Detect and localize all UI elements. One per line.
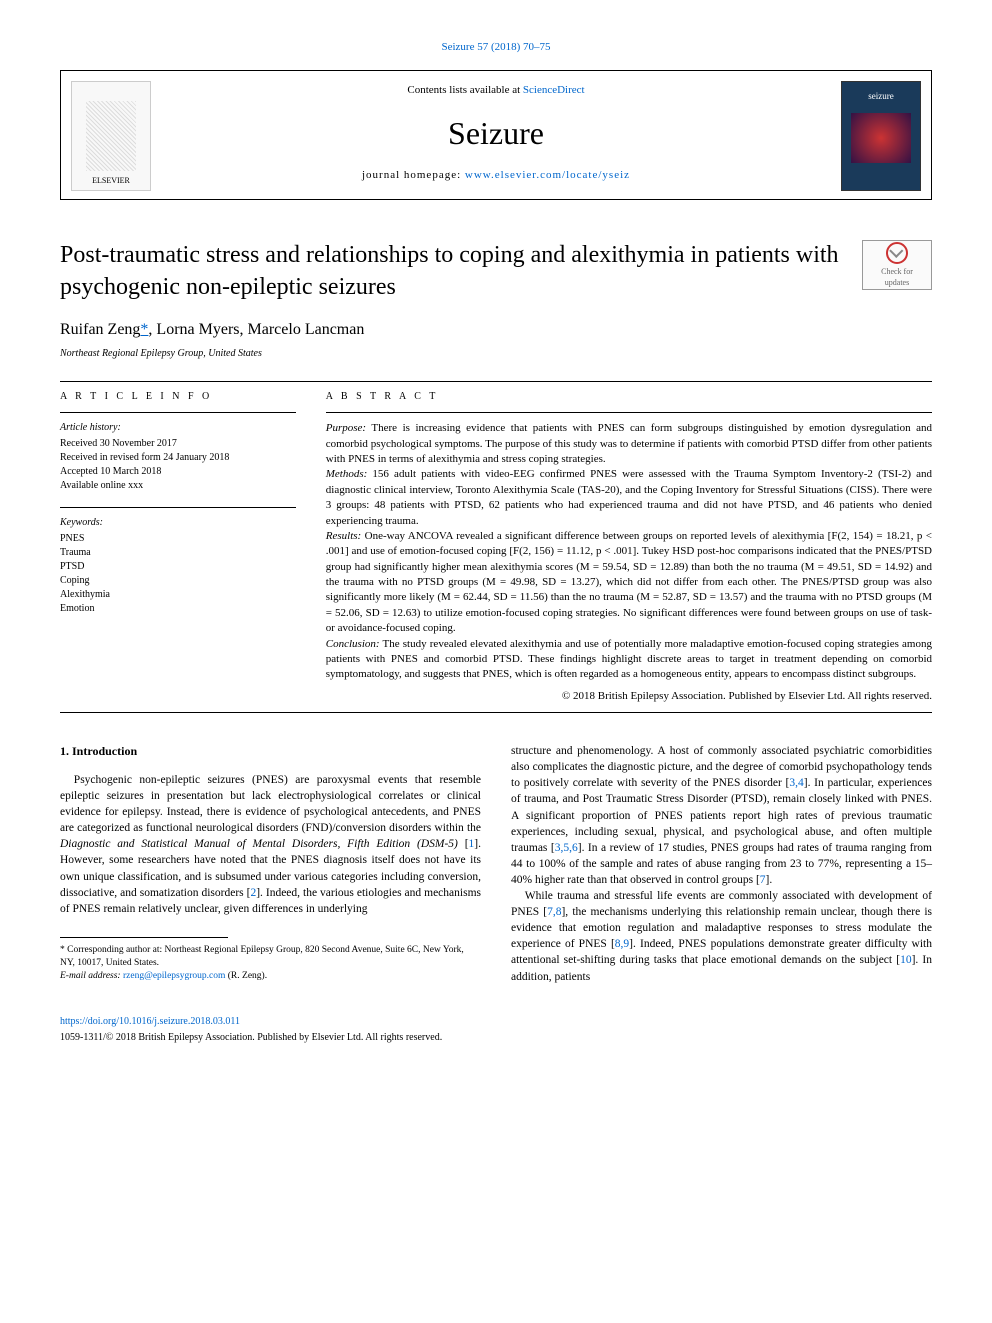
text: [ <box>458 838 469 850</box>
methods-label: Methods: <box>326 468 368 480</box>
author-1: Ruifan Zeng <box>60 321 140 338</box>
citation-link[interactable]: 10 <box>900 954 912 966</box>
journal-header: ELSEVIER seizure Contents lists availabl… <box>60 70 932 200</box>
abstract-conclusion: Conclusion: The study revealed elevated … <box>326 637 932 683</box>
article-info-label: A R T I C L E I N F O <box>60 390 296 404</box>
text-italic: Diagnostic and Statistical Manual of Men… <box>60 838 458 850</box>
body-columns: 1. Introduction Psychogenic non-epilepti… <box>60 743 932 984</box>
citation-link[interactable]: 8,9 <box>615 938 629 950</box>
intro-heading: 1. Introduction <box>60 743 481 760</box>
email-footnote: E-mail address: rzeng@epilepsygroup.com … <box>60 970 481 983</box>
divider <box>326 412 932 413</box>
purpose-text: There is increasing evidence that patien… <box>326 422 932 465</box>
methods-text: 156 adult patients with video-EEG confir… <box>326 468 932 526</box>
corresponding-footnote: * Corresponding author at: Northeast Reg… <box>60 944 481 971</box>
divider <box>60 507 296 508</box>
online-date: Available online xxx <box>60 479 296 493</box>
journal-reference: Seizure 57 (2018) 70–75 <box>60 40 932 55</box>
abstract-column: A B S T R A C T Purpose: There is increa… <box>326 390 932 704</box>
publisher-logo: ELSEVIER <box>71 81 151 191</box>
contents-line: Contents lists available at ScienceDirec… <box>181 83 811 98</box>
affiliation: Northeast Regional Epilepsy Group, Unite… <box>60 347 932 361</box>
divider <box>60 412 296 413</box>
abstract-methods: Methods: 156 adult patients with video-E… <box>326 467 932 529</box>
revised-date: Received in revised form 24 January 2018 <box>60 451 296 465</box>
crossmark-icon <box>886 242 908 264</box>
right-column: structure and phenomenology. A host of c… <box>511 743 932 984</box>
keyword: PNES <box>60 532 296 546</box>
received-date: Received 30 November 2017 <box>60 437 296 451</box>
title-block: Check for updates Post-traumatic stress … <box>60 240 932 361</box>
abstract-results: Results: One-way ANCOVA revealed a signi… <box>326 529 932 637</box>
text: ]. <box>766 874 773 886</box>
text: Psychogenic non-epileptic seizures (PNES… <box>60 774 481 834</box>
purpose-label: Purpose: <box>326 422 366 434</box>
body-paragraph: While trauma and stressful life events a… <box>511 888 932 985</box>
sciencedirect-link[interactable]: ScienceDirect <box>523 84 585 96</box>
email-suffix: (R. Zeng). <box>225 971 267 981</box>
publisher-name: ELSEVIER <box>92 175 130 186</box>
authors: Ruifan Zeng*, Lorna Myers, Marcelo Lancm… <box>60 319 932 341</box>
keywords-block: Keywords: PNES Trauma PTSD Coping Alexit… <box>60 516 296 616</box>
article-title: Post-traumatic stress and relationships … <box>60 240 932 302</box>
keyword: Trauma <box>60 546 296 560</box>
article-info-column: A R T I C L E I N F O Article history: R… <box>60 390 296 704</box>
doi-link[interactable]: https://doi.org/10.1016/j.seizure.2018.0… <box>60 1016 240 1027</box>
abstract-label: A B S T R A C T <box>326 390 932 404</box>
article-history: Article history: Received 30 November 20… <box>60 421 296 493</box>
homepage-label: journal homepage: <box>362 169 465 181</box>
crossmark-line1: Check for <box>881 266 913 277</box>
elsevier-tree-icon <box>86 101 136 171</box>
cover-title: seizure <box>868 90 893 103</box>
conclusion-text: The study revealed elevated alexithymia … <box>326 638 932 681</box>
issn-copyright: 1059-1311/© 2018 British Epilepsy Associ… <box>60 1031 932 1045</box>
crossmark-badge[interactable]: Check for updates <box>862 240 932 290</box>
email-label: E-mail address: <box>60 971 123 981</box>
cover-image-icon <box>851 113 911 163</box>
results-text: One-way ANCOVA revealed a significant di… <box>326 530 932 634</box>
divider <box>60 381 932 382</box>
journal-cover-thumbnail: seizure <box>841 81 921 191</box>
history-heading: Article history: <box>60 421 296 435</box>
keyword: Coping <box>60 574 296 588</box>
homepage-link[interactable]: www.elsevier.com/locate/yseiz <box>465 169 630 181</box>
accepted-date: Accepted 10 March 2018 <box>60 465 296 479</box>
page-footer: https://doi.org/10.1016/j.seizure.2018.0… <box>60 1015 932 1045</box>
keyword: Emotion <box>60 602 296 616</box>
citation-link[interactable]: 3,5,6 <box>555 842 578 854</box>
email-link[interactable]: rzeng@epilepsygroup.com <box>123 971 225 981</box>
footnote-rule <box>60 937 228 938</box>
abstract-copyright: © 2018 British Epilepsy Association. Pub… <box>326 689 932 704</box>
left-column: 1. Introduction Psychogenic non-epilepti… <box>60 743 481 984</box>
abstract-purpose: Purpose: There is increasing evidence th… <box>326 421 932 467</box>
conclusion-label: Conclusion: <box>326 638 380 650</box>
keyword: PTSD <box>60 560 296 574</box>
crossmark-line2: updates <box>885 277 909 288</box>
contents-prefix: Contents lists available at <box>407 84 522 96</box>
keywords-heading: Keywords: <box>60 516 296 530</box>
divider <box>60 712 932 713</box>
authors-rest: , Lorna Myers, Marcelo Lancman <box>148 321 364 338</box>
keyword: Alexithymia <box>60 588 296 602</box>
citation-link[interactable]: 7,8 <box>547 906 561 918</box>
results-label: Results: <box>326 530 361 542</box>
info-abstract-row: A R T I C L E I N F O Article history: R… <box>60 390 932 704</box>
citation-link[interactable]: 3,4 <box>789 777 803 789</box>
body-paragraph: structure and phenomenology. A host of c… <box>511 743 932 888</box>
homepage-line: journal homepage: www.elsevier.com/locat… <box>181 168 811 183</box>
journal-name: Seizure <box>181 111 811 156</box>
body-paragraph: Psychogenic non-epileptic seizures (PNES… <box>60 772 481 917</box>
